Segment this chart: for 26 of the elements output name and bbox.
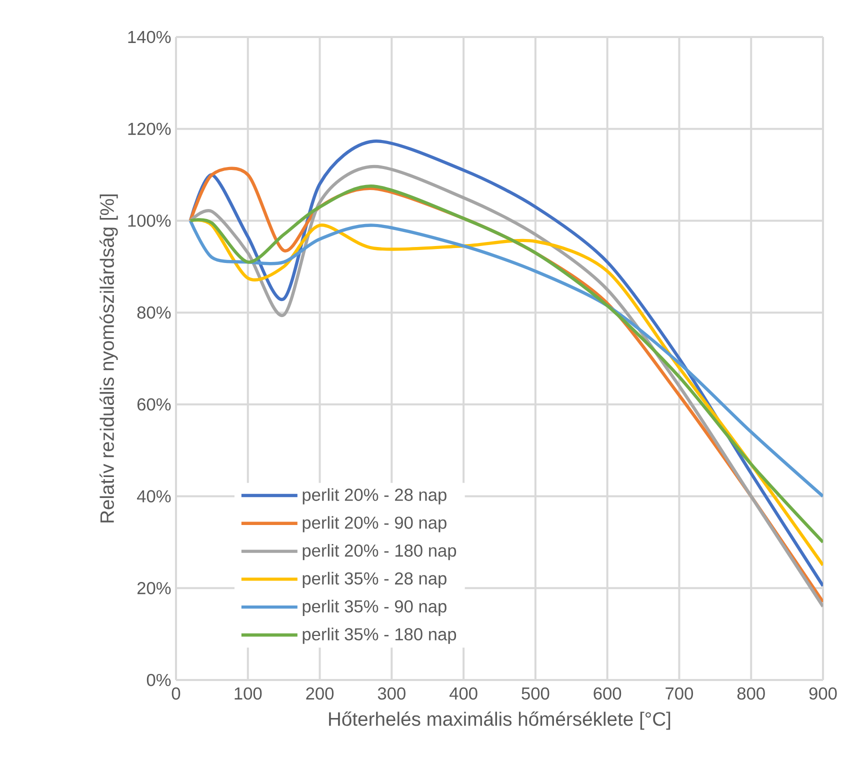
x-tick-label: 0: [172, 687, 180, 700]
legend-label: perlit 35% - 90 nap: [302, 600, 446, 616]
legend-label: perlit 35% - 180 nap: [302, 628, 456, 644]
legend-label: perlit 20% - 90 nap: [302, 516, 446, 532]
x-tick-label: 100: [234, 687, 262, 700]
y-tick-label: 120%: [128, 122, 171, 135]
x-tick-label: 600: [594, 687, 622, 700]
x-tick-label: 200: [306, 687, 334, 700]
x-axis-title: Hőterhelés maximális hőmérséklete [°C]: [329, 711, 670, 730]
y-tick-label: 80%: [137, 306, 171, 319]
y-tick-label: 140%: [128, 30, 171, 44]
y-tick-label: 60%: [137, 398, 171, 411]
legend-label: perlit 35% - 28 nap: [302, 572, 446, 588]
x-tick-label: 900: [809, 687, 837, 700]
x-tick-label: 400: [449, 687, 478, 700]
y-tick-label: 100%: [128, 214, 171, 227]
y-tick-label: 20%: [137, 582, 171, 594]
y-axis-title: Relatív reziduális nyomószilárdság [%]: [100, 194, 118, 522]
x-tick-label: 800: [737, 687, 765, 700]
legend-label: perlit 20% - 180 nap: [302, 544, 456, 560]
legend-label: perlit 20% - 28 nap: [302, 488, 446, 504]
y-tick-label: 0%: [146, 674, 171, 686]
y-tick-label: 40%: [137, 490, 171, 502]
x-tick-label: 700: [666, 687, 694, 700]
x-tick-label: 500: [522, 687, 550, 700]
x-tick-label: 300: [378, 687, 406, 700]
